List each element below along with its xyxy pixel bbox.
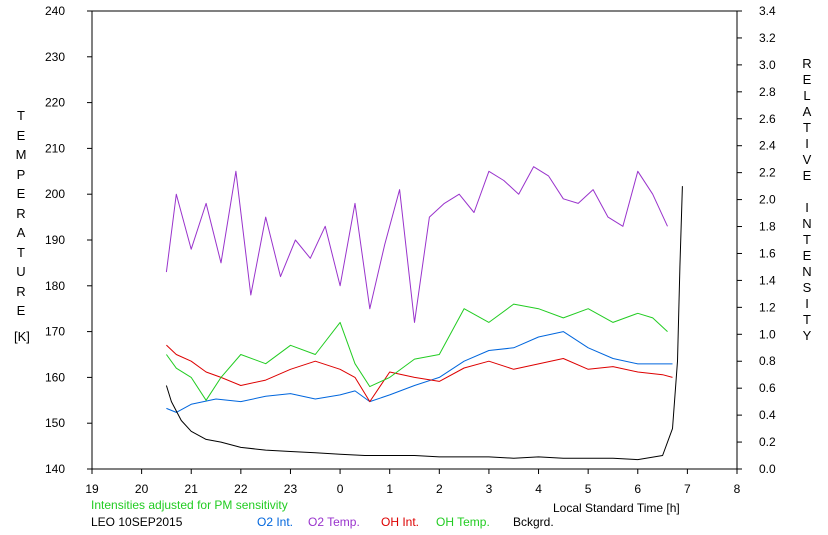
y-right-tick-label: 0.4: [759, 408, 776, 422]
y-right-tick-label: 2.2: [759, 166, 776, 180]
y-right-tick-label: 0.6: [759, 381, 776, 395]
y-right-tick-label: 1.8: [759, 220, 776, 234]
y-right-tick-label: 3.2: [759, 31, 776, 45]
y-left-tick-label: 150: [45, 416, 65, 430]
y-left-tick-label: 140: [45, 462, 65, 476]
y-right-label-letter: E: [802, 168, 812, 183]
series-line-oh-int: [166, 344, 673, 403]
legend-oh-temp: OH Temp.: [436, 515, 490, 529]
y-right-label-letter: E: [802, 72, 812, 87]
legend-o2-temp: O2 Temp.: [308, 515, 360, 529]
y-right-tick-label: 0.0: [759, 462, 776, 476]
y-right-tick-label: 1.0: [759, 327, 776, 341]
series-line-o2-temp: [165, 166, 668, 323]
y-right-label-letter: S: [802, 280, 812, 295]
y-right-tick-label: 1.2: [759, 300, 776, 314]
y-right-tick-label: 3.0: [759, 58, 776, 72]
legend-o2-int: O2 Int.: [257, 515, 294, 529]
x-tick-label: 8: [734, 482, 741, 496]
x-tick-label: 1: [386, 482, 393, 496]
y-right-tick-label: 2.8: [759, 85, 776, 99]
y-right-label-letter: R: [802, 56, 812, 71]
y-right-tick-label: 0.8: [759, 354, 776, 368]
y-right-label-letter: T: [803, 232, 811, 247]
legend-oh-int: OH Int.: [381, 515, 420, 529]
x-tick-label: 23: [284, 482, 298, 496]
y-left-unit: [K]: [14, 328, 30, 344]
x-tick-label: 19: [85, 482, 99, 496]
y-left-label-letter: E: [16, 127, 26, 143]
legend-bckgrd: Bckgrd.: [513, 515, 554, 529]
y-left-label-letter: R: [16, 205, 26, 221]
sensitivity-note: Intensities adjusted for PM sensitivity: [91, 498, 288, 512]
y-left-label-letter: E: [16, 303, 26, 318]
y-left-label-letter: P: [16, 166, 26, 182]
y-left-tick-label: 240: [45, 4, 65, 18]
y-right-tick-label: 0.2: [759, 435, 776, 449]
y-left-tick-label: 220: [45, 96, 65, 110]
x-tick-label: 0: [337, 482, 344, 496]
x-tick-label: 7: [684, 482, 691, 496]
y-left-tick-label: 160: [45, 370, 65, 384]
series-line-o2-int: [166, 331, 673, 413]
y-right-label-letter: I: [805, 136, 809, 151]
y-right-label-letter: A: [802, 104, 812, 119]
y-axis-left-label: T E M P E R A T U R E [K]: [14, 106, 30, 346]
series-line-oh-temp: [165, 303, 668, 401]
y-right-label-letter: T: [803, 120, 811, 135]
y-right-label-letter: V: [802, 152, 812, 167]
x-axis-label: Local Standard Time [h]: [553, 501, 680, 515]
y-left-tick-label: 190: [45, 233, 65, 247]
y-right-tick-label: 2.6: [759, 112, 776, 126]
series-layer: [165, 166, 683, 461]
x-tick-label: 2: [436, 482, 443, 496]
x-tick-label: 21: [185, 482, 199, 496]
y-right-tick-label: 2.0: [759, 193, 776, 207]
y-right-label-letter: I: [805, 296, 809, 311]
y-left-tick-label: 180: [45, 279, 65, 293]
y-right-label-letter: I: [805, 200, 809, 215]
x-tick-label: 20: [135, 482, 149, 496]
x-tick-label: 4: [535, 482, 542, 496]
y-left-tick-label: 210: [45, 141, 65, 155]
y-left-label-letter: A: [16, 225, 26, 240]
y-left-label-letter: T: [17, 244, 25, 260]
y-right-tick-label: 3.4: [759, 4, 776, 18]
y-left-label-letter: M: [15, 147, 27, 162]
x-tick-label: 22: [234, 482, 248, 496]
y-left-label-letter: R: [16, 283, 26, 299]
y-right-label-letter: T: [803, 312, 811, 327]
y-right-tick-label: 1.6: [759, 246, 776, 260]
y-left-tick-label: 170: [45, 325, 65, 339]
y-left-label-letter: E: [16, 186, 26, 201]
series-line-bckgrd: [165, 186, 683, 461]
y-right-label-letter: Y: [802, 328, 812, 343]
y-right-label-letter: [800, 184, 814, 200]
site-date-label: LEO 10SEP2015: [91, 515, 183, 529]
y-right-label-letter: N: [802, 264, 812, 279]
axis-layer: 19 20 21 22 23 0 1 2 3 4 5 6 7 8140150160170180190200…: [45, 4, 776, 496]
y-left-tick-label: 200: [45, 187, 65, 201]
y-right-tick-label: 1.4: [759, 273, 776, 287]
y-left-label-letter: U: [16, 264, 26, 279]
y-right-label-letter: E: [802, 248, 812, 263]
y-left-tick-label: 230: [45, 50, 65, 64]
x-tick-label: 6: [634, 482, 641, 496]
x-tick-label: 5: [585, 482, 592, 496]
y-right-label-letter: N: [802, 216, 812, 231]
y-left-label-letter: T: [17, 108, 25, 123]
y-right-tick-label: 2.4: [759, 139, 776, 153]
x-tick-label: 3: [486, 482, 493, 496]
y-right-label-letter: L: [803, 88, 811, 103]
